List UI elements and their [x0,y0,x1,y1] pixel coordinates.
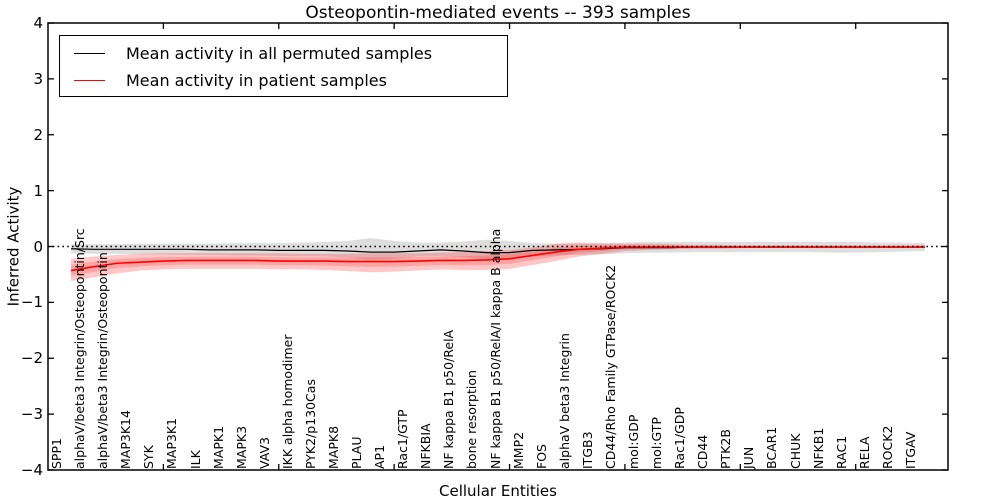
x-tick-label: JUN [741,446,757,469]
y-tick-label: −3 [20,405,43,424]
x-tick-label: BCAR1 [764,426,780,469]
band-patient [71,242,925,282]
legend-entry-permuted: Mean activity in all permuted samples [60,40,507,67]
x-tick-label: VAV3 [256,436,272,469]
legend-label-permuted: Mean activity in all permuted samples [126,44,433,63]
y-tick-label: 4 [33,14,43,32]
x-tick-label: IKK alpha homodimer [279,334,295,470]
y-tick-label: −4 [20,461,43,479]
x-tick-label: Rac1/GDP [672,407,688,469]
x-tick-label: alphaV/beta3 Integrin/Osteopontin [95,252,111,469]
x-tick-label: ROCK2 [879,425,895,469]
y-tick-label: −2 [20,349,43,368]
band-patient-inner [71,245,925,276]
x-tick-label: mol:GDP [626,414,641,469]
legend-entry-patient: Mean activity in patient samples [60,67,507,94]
x-tick-label: NFKB1 [810,427,826,469]
x-tick-label: PTK2B [718,429,734,469]
x-tick-label: PYK2/p130Cas [302,379,318,469]
y-tick-label: 3 [33,69,43,88]
y-tick-label: −1 [20,293,43,312]
y-tick-label: 1 [33,181,43,200]
x-tick-label: FOS [533,444,549,469]
x-tick-label: RAC1 [833,435,849,469]
x-tick-label: RELA [856,436,872,469]
x-tick-label: ILK [187,450,203,469]
x-tick-label: alphaV/beta3 Integrin/Osteopontin/Src [72,228,88,469]
legend-label-patient: Mean activity in patient samples [126,71,387,90]
y-tick-label: 2 [33,125,43,144]
x-tick-label: MAP3K1 [164,418,180,469]
x-tick-label: CD44/Rho Family GTPase/ROCK2 [602,264,618,469]
x-tick-label: alphaV beta3 Integrin [556,333,572,469]
legend: Mean activity in all permuted samples Me… [59,35,508,97]
x-tick-label: MAPK1 [210,425,226,469]
chart-title: Osteopontin-mediated events -- 393 sampl… [305,3,691,23]
x-tick-label: ITGB3 [579,431,595,469]
x-tick-label: MMP2 [510,431,526,469]
x-tick-label: CD44 [695,434,711,469]
x-tick-label: mol:GTP [649,417,665,469]
legend-line-black [74,53,105,54]
x-tick-label: ITGAV [902,431,918,469]
y-tick-label: 0 [33,237,43,256]
x-tick-label: NF kappa B1 p50/RelA/I kappa B alpha [487,228,503,469]
x-tick-label: NFKBIA [418,423,434,469]
x-tick-label: AP1 [372,444,388,469]
x-axis-label: Cellular Entities [439,482,557,500]
x-tick-label: SPP1 [49,438,65,469]
x-tick-label: PLAU [349,436,365,470]
x-tick-label: SYK [141,445,157,469]
legend-line-red [74,80,105,81]
x-tick-label: CHUK [787,433,803,469]
x-tick-label: MAPK3 [233,425,249,469]
x-tick-label: NF kappa B1 p50/RelA [441,329,457,469]
x-tick-label: Rac1/GTP [395,409,411,469]
x-tick-label: bone resorption [464,370,480,469]
band-permuted [71,238,925,260]
x-tick-label: MAP3K14 [118,410,134,469]
x-tick-label: MAPK8 [326,425,341,469]
